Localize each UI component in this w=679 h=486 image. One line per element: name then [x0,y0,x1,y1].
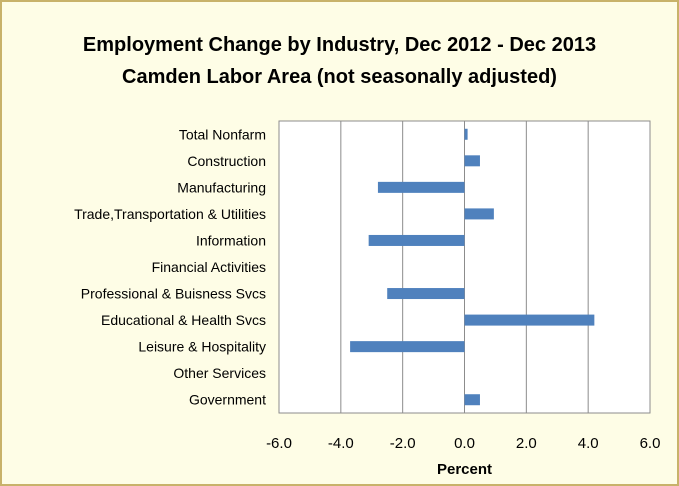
category-label: Information [196,232,266,248]
bar [350,341,465,353]
bar [464,128,468,140]
category-label: Leisure & Hospitality [138,339,266,355]
x-tick-label: -6.0 [266,435,292,452]
category-label: Trade,Transportation & Utilities [74,206,266,222]
category-label: Financial Activities [152,259,266,275]
x-axis-title: Percent [437,461,492,478]
chart-subtitle: Camden Labor Area (not seasonally adjust… [122,66,557,88]
bar [387,288,465,300]
category-label: Government [189,392,266,408]
x-tick-label: -4.0 [328,435,354,452]
category-labels: Total Nonfarm Construction Manufacturing Tr… [74,126,266,407]
bar [464,155,480,167]
gridlines [340,121,589,413]
bar [464,314,595,326]
category-label: Professional & Buisness Svcs [81,286,266,302]
x-tick-labels: -6.0 -4.0 -2.0 0.0 2.0 4.0 6.0 [266,435,660,452]
x-tick-label: 6.0 [640,435,661,452]
category-label: Educational & Health Svcs [101,312,266,328]
category-label: Total Nonfarm [179,126,266,142]
chart-title: Employment Change by Industry, Dec 2012 … [82,34,597,56]
category-label: Manufacturing [177,179,266,195]
x-tick-label: 2.0 [516,435,537,452]
bar [368,234,465,246]
bar [464,208,494,220]
category-label: Construction [187,153,266,169]
x-tick-label: 4.0 [578,435,599,452]
bar [377,181,465,193]
bars [350,128,595,406]
category-label: Other Services [173,365,266,381]
bar [464,394,480,406]
x-tick-label: -2.0 [390,435,416,452]
x-tick-label: 0.0 [454,435,475,452]
